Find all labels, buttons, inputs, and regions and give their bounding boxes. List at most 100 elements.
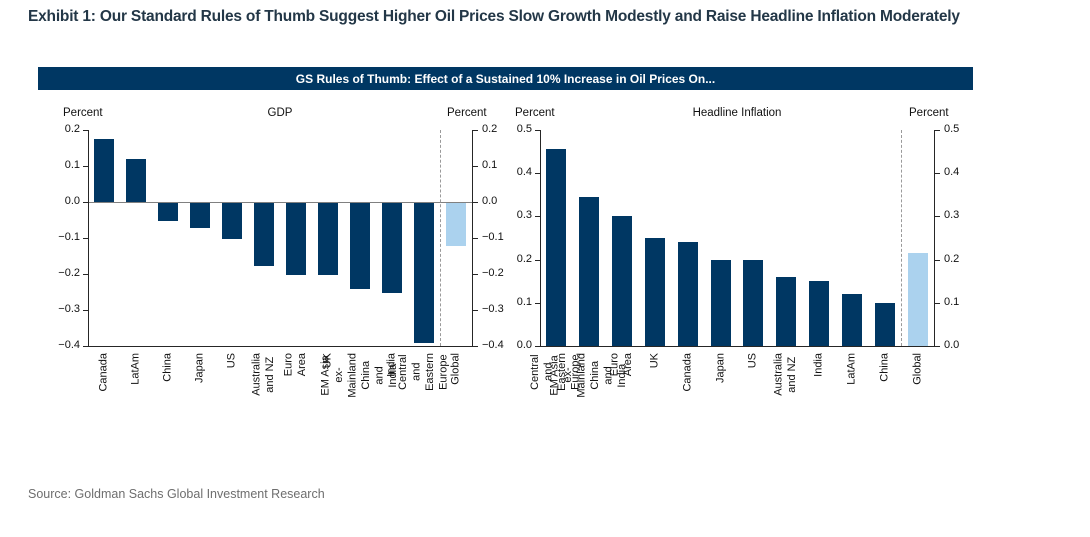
y-tick-label-left: 0.0 [64,195,80,207]
x-category-label-text: US [746,353,759,369]
x-category-label-text: India [812,353,825,377]
y-tick-label-left: 0.3 [516,209,532,221]
bar [254,203,274,266]
y-tick-label-right: 0.0 [482,195,498,207]
y-tick-label-right: −0.1 [482,231,504,243]
bar [382,203,402,293]
y-tick-label-right: −0.4 [482,339,504,351]
axis-unit-left: Percent [515,107,555,119]
y-tick-right [473,310,478,311]
y-tick-left [535,346,540,347]
y-tick-right [473,130,478,131]
y-tick-right [473,346,478,347]
bar [908,253,928,346]
bar [94,139,114,202]
y-tick-label-left: −0.3 [58,303,80,315]
y-tick-left [83,274,88,275]
y-tick-label-right: 0.1 [482,159,498,171]
source-note: Source: Goldman Sachs Global Investment … [28,487,325,501]
y-tick-label-right: −0.2 [482,267,504,279]
y-tick-right [473,166,478,167]
axis-unit-right: Percent [909,107,949,119]
y-tick-right [473,202,478,203]
x-category-label-text: Global [911,353,924,385]
y-tick-label-right: 0.3 [944,209,960,221]
x-category-label-text: China [878,353,891,382]
bar [776,277,796,346]
y-tick-label-left: −0.1 [58,231,80,243]
y-tick-label-right: 0.4 [944,166,960,178]
y-tick-left [83,310,88,311]
y-axis-left [540,130,541,346]
y-tick-left [535,303,540,304]
y-tick-label-right: 0.2 [482,123,498,135]
bar [190,203,210,228]
y-tick-left [535,216,540,217]
y-tick-label-left: −0.4 [58,339,80,351]
y-tick-left [83,202,88,203]
global-separator [901,130,902,346]
bar [318,203,338,275]
x-category-label-text: Euro Area [608,353,635,377]
x-category-label-text: Australia and NZ [772,353,799,396]
bar [546,149,566,346]
bar [711,260,731,346]
bar [678,242,698,346]
bar [414,203,434,343]
y-tick-label-right: 0.2 [944,253,960,265]
bar [126,159,146,202]
bar [842,294,862,346]
y-tick-label-left: 0.4 [516,166,532,178]
y-tick-label-right: −0.3 [482,303,504,315]
x-category-label-text: Japan [714,353,727,383]
y-tick-label-left: 0.1 [516,296,532,308]
y-tick-right [935,130,940,131]
y-tick-left [83,166,88,167]
bar [875,303,895,346]
x-category-label-text: Canada [681,353,694,392]
y-tick-right [935,173,940,174]
y-tick-right [935,303,940,304]
y-tick-label-right: 0.1 [944,296,960,308]
bar [446,203,466,246]
y-axis-left [88,130,89,346]
y-tick-right [473,238,478,239]
y-tick-left [535,130,540,131]
y-axis-right [472,130,473,346]
y-tick-left [83,346,88,347]
bar [222,203,242,239]
x-axis-baseline [540,346,935,347]
banner: GS Rules of Thumb: Effect of a Sustained… [38,67,973,90]
bar [612,216,632,346]
y-tick-left [83,130,88,131]
y-tick-left [83,238,88,239]
bar [158,203,178,221]
banner-text: GS Rules of Thumb: Effect of a Sustained… [295,71,716,86]
bar [809,281,829,346]
x-category-label-text: LatAm [845,353,858,385]
chart-title: GDP [267,107,293,119]
y-tick-right [473,274,478,275]
exhibit-title: Exhibit 1: Our Standard Rules of Thumb S… [28,8,960,25]
axis-unit-right: Percent [447,107,487,119]
x-axis-baseline [88,346,473,347]
y-tick-label-left: −0.2 [58,267,80,279]
y-tick-label-left: 0.2 [64,123,80,135]
bar [579,197,599,346]
bar [645,238,665,346]
zero-gridline [88,202,473,203]
y-tick-left [535,173,540,174]
y-tick-right [935,260,940,261]
y-tick-left [535,260,540,261]
y-tick-label-left: 0.0 [516,339,532,351]
y-tick-label-right: 0.5 [944,123,960,135]
axis-unit-left: Percent [63,107,103,119]
global-separator [440,130,441,346]
bar [350,203,370,289]
x-category-label-text: UK [648,353,661,369]
y-axis-right [934,130,935,346]
chart-title: Headline Inflation [692,107,782,119]
